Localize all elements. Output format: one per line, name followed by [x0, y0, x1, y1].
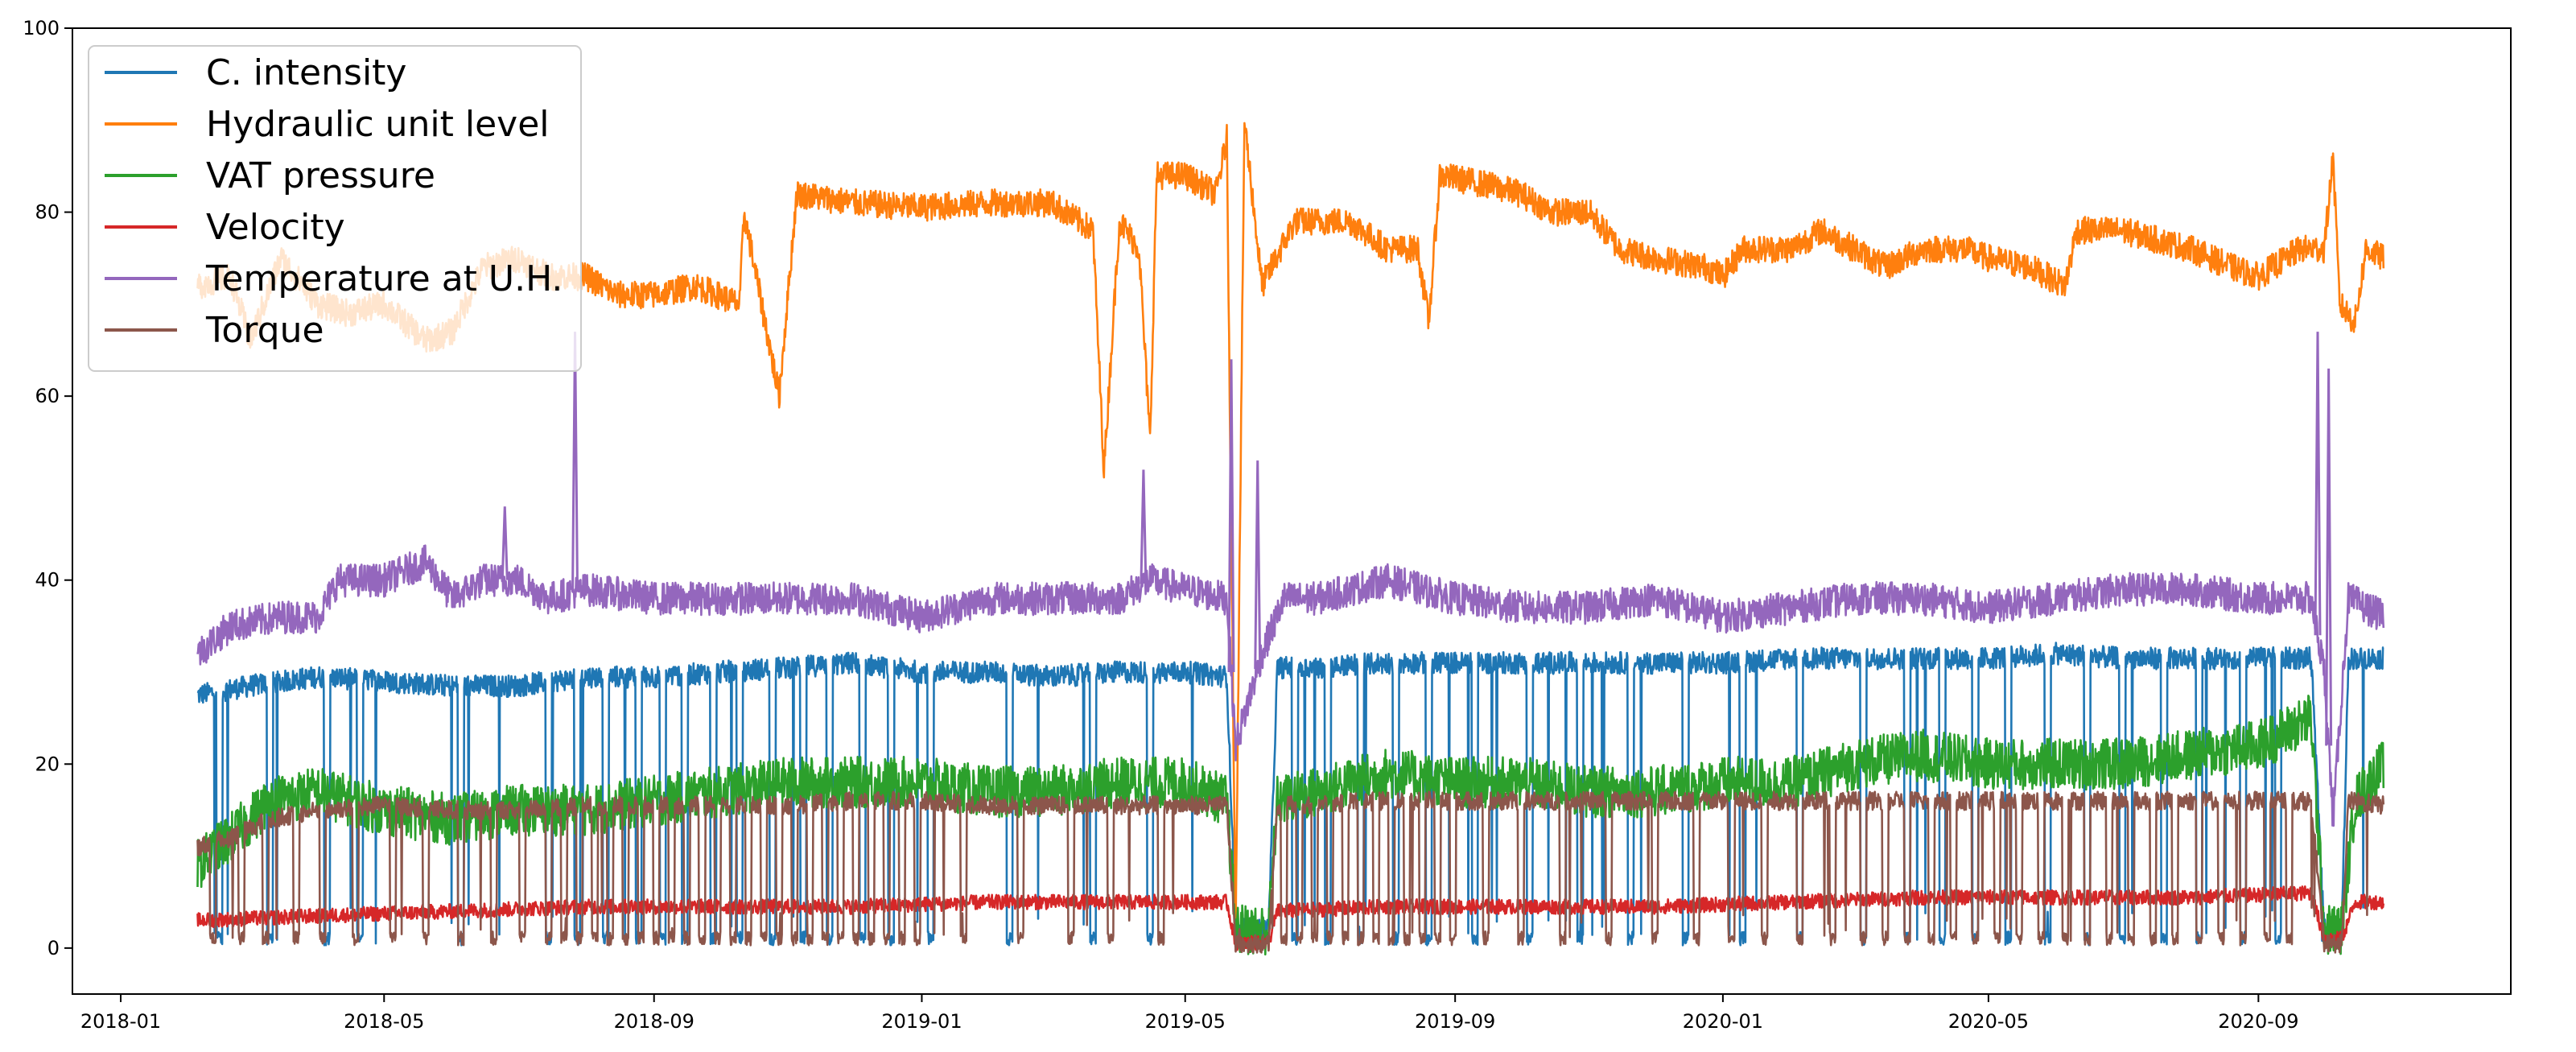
series-line-6	[196, 790, 2385, 954]
series-3	[196, 695, 2385, 956]
legend-label-1: C. intensity	[206, 52, 406, 93]
series-line-1	[196, 642, 2384, 947]
x-tick-label-5: 2019-05	[1145, 1010, 1226, 1033]
x-tick-label-4: 2019-01	[881, 1010, 962, 1033]
series-line-3	[196, 695, 2385, 956]
series-5	[196, 332, 2385, 827]
x-tick-label-7: 2020-01	[1683, 1010, 1763, 1033]
x-tick-label-9: 2020-09	[2218, 1010, 2298, 1033]
series-5-spike-2	[1227, 359, 1235, 673]
y-tick-label-3: 40	[35, 569, 60, 592]
legend: C. intensity Hydraulic unit level VAT pres…	[88, 45, 582, 372]
legend-label-5: Temperature at U.H.	[205, 258, 563, 299]
series-5-spike-5	[501, 506, 509, 580]
y-tick-label-1: 0	[47, 937, 60, 959]
series-5-spike-3	[1254, 460, 1262, 670]
series-line-5	[196, 544, 2385, 827]
series-5-spike-7	[2325, 368, 2333, 746]
legend-label-4: Velocity	[206, 207, 345, 248]
y-tick-label-2: 20	[35, 753, 60, 775]
series-5-spike-6	[2314, 332, 2322, 636]
series-5-spike-4	[1140, 469, 1148, 584]
series-1	[196, 642, 2384, 947]
x-tick-label-1: 2018-01	[80, 1010, 161, 1033]
legend-label-3: VAT pressure	[206, 155, 435, 196]
legend-box	[88, 45, 582, 372]
y-tick-label-4: 60	[35, 385, 60, 407]
legend-label-2: Hydraulic unit level	[206, 104, 550, 145]
series-6	[196, 790, 2385, 954]
legend-label-6: Torque	[205, 310, 324, 351]
x-tick-label-2: 2018-05	[344, 1010, 424, 1033]
y-tick-label-5: 80	[35, 201, 60, 224]
x-tick-label-3: 2018-09	[614, 1010, 694, 1033]
x-tick-label-8: 2020-05	[1948, 1010, 2029, 1033]
plot-frame	[72, 27, 2512, 995]
axis-layer: 0 20 40 60 80 100 2018-01 2018-05 2018-09 2019-01…	[23, 17, 2298, 1033]
y-tick-label-6: 100	[23, 17, 60, 39]
x-tick-label-6: 2019-09	[1415, 1010, 1495, 1033]
